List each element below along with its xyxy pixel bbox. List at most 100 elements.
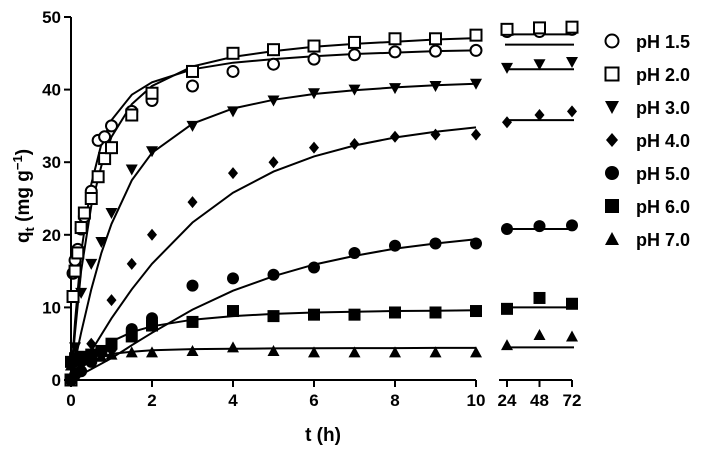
data-point [227, 272, 239, 285]
x-tick-label: 2 [147, 391, 156, 410]
y-tick-label: 20 [42, 226, 61, 245]
data-point [605, 101, 619, 114]
data-point [429, 306, 442, 319]
data-point [85, 352, 98, 364]
data-point [429, 346, 442, 358]
data-point [566, 297, 578, 310]
data-point [66, 290, 80, 304]
data-point [186, 279, 199, 292]
data-markers [64, 20, 579, 387]
y-axis-title-exp: −1 [10, 155, 25, 170]
data-point [69, 342, 82, 354]
data-point [469, 28, 483, 42]
data-point [75, 287, 88, 299]
data-point [533, 220, 546, 233]
y-axis-title-close: ) [13, 149, 34, 155]
data-point [95, 350, 108, 362]
data-point [348, 48, 361, 62]
data-point [227, 305, 239, 318]
y-axis-title-main: q [13, 231, 34, 243]
data-point [429, 32, 442, 46]
legend-label: pH 4.0 [636, 131, 690, 151]
data-point [146, 346, 158, 358]
data-point [470, 237, 482, 250]
data-point [267, 43, 280, 57]
data-point [470, 78, 482, 90]
data-point [309, 141, 319, 154]
y-tick-label: 50 [42, 8, 61, 27]
data-point [267, 310, 280, 323]
data-point [470, 305, 482, 318]
data-point [388, 45, 402, 59]
data-point [146, 319, 158, 332]
data-point [533, 328, 546, 340]
data-point [389, 239, 401, 252]
data-point [125, 330, 138, 343]
data-point [429, 80, 442, 92]
y-tick-label: 40 [42, 81, 61, 100]
legend-label: pH 3.0 [636, 98, 690, 118]
data-point [91, 170, 105, 184]
data-point [147, 228, 157, 241]
data-point [566, 330, 578, 342]
data-point [126, 257, 137, 270]
data-point [389, 83, 401, 95]
data-point [348, 346, 361, 358]
data-point [267, 344, 280, 356]
data-point [388, 32, 402, 46]
data-point [105, 337, 118, 350]
y-axis-title-sub: t [22, 226, 37, 231]
data-point [95, 237, 108, 249]
data-point [469, 43, 483, 57]
x-tick-label: 10 [467, 391, 486, 410]
data-point [501, 339, 513, 351]
data-point [186, 79, 199, 93]
data-point [125, 164, 138, 176]
data-point [125, 346, 138, 358]
data-point [186, 64, 199, 78]
y-axis-title: qt (mg g−1) [10, 149, 37, 243]
data-point [471, 128, 481, 141]
data-point [501, 302, 513, 315]
x-tick-label: 6 [309, 391, 318, 410]
data-point [605, 199, 619, 213]
data-point [307, 39, 321, 53]
data-point [308, 308, 320, 321]
legend-label: pH 5.0 [636, 164, 690, 184]
x-tick-label: 4 [228, 391, 238, 410]
data-point [606, 133, 618, 147]
data-point [566, 57, 578, 69]
legend: pH 1.5 pH 2.0 pH 3.0 pH 4.0 pH 5.0 pH 6.0 pH 7… [604, 32, 690, 250]
data-point [77, 206, 91, 220]
x-tick-label-long: 24 [498, 391, 517, 410]
data-point [68, 264, 82, 278]
data-point [106, 294, 117, 307]
data-point [186, 315, 199, 328]
y-tick-label: 0 [52, 371, 61, 390]
data-point [267, 57, 280, 71]
data-point [566, 219, 578, 232]
data-point [308, 346, 320, 358]
data-point [533, 21, 546, 35]
data-point [307, 52, 321, 66]
x-tick-label: 0 [66, 391, 75, 410]
data-point [146, 146, 158, 158]
axes [64, 16, 573, 387]
data-point [187, 196, 198, 209]
data-point [227, 341, 239, 353]
data-point [533, 291, 546, 304]
data-point [125, 108, 139, 122]
legend-label: pH 1.5 [636, 32, 690, 52]
data-point [501, 62, 513, 74]
data-point [105, 208, 118, 220]
data-point [71, 246, 85, 260]
x-tick-label-long: 72 [563, 391, 582, 410]
data-point [429, 237, 442, 250]
data-point [390, 130, 400, 143]
data-point [389, 346, 401, 358]
data-point [84, 192, 98, 205]
data-point [105, 119, 118, 133]
legend-label: pH 7.0 [636, 230, 690, 250]
data-point [267, 95, 280, 107]
